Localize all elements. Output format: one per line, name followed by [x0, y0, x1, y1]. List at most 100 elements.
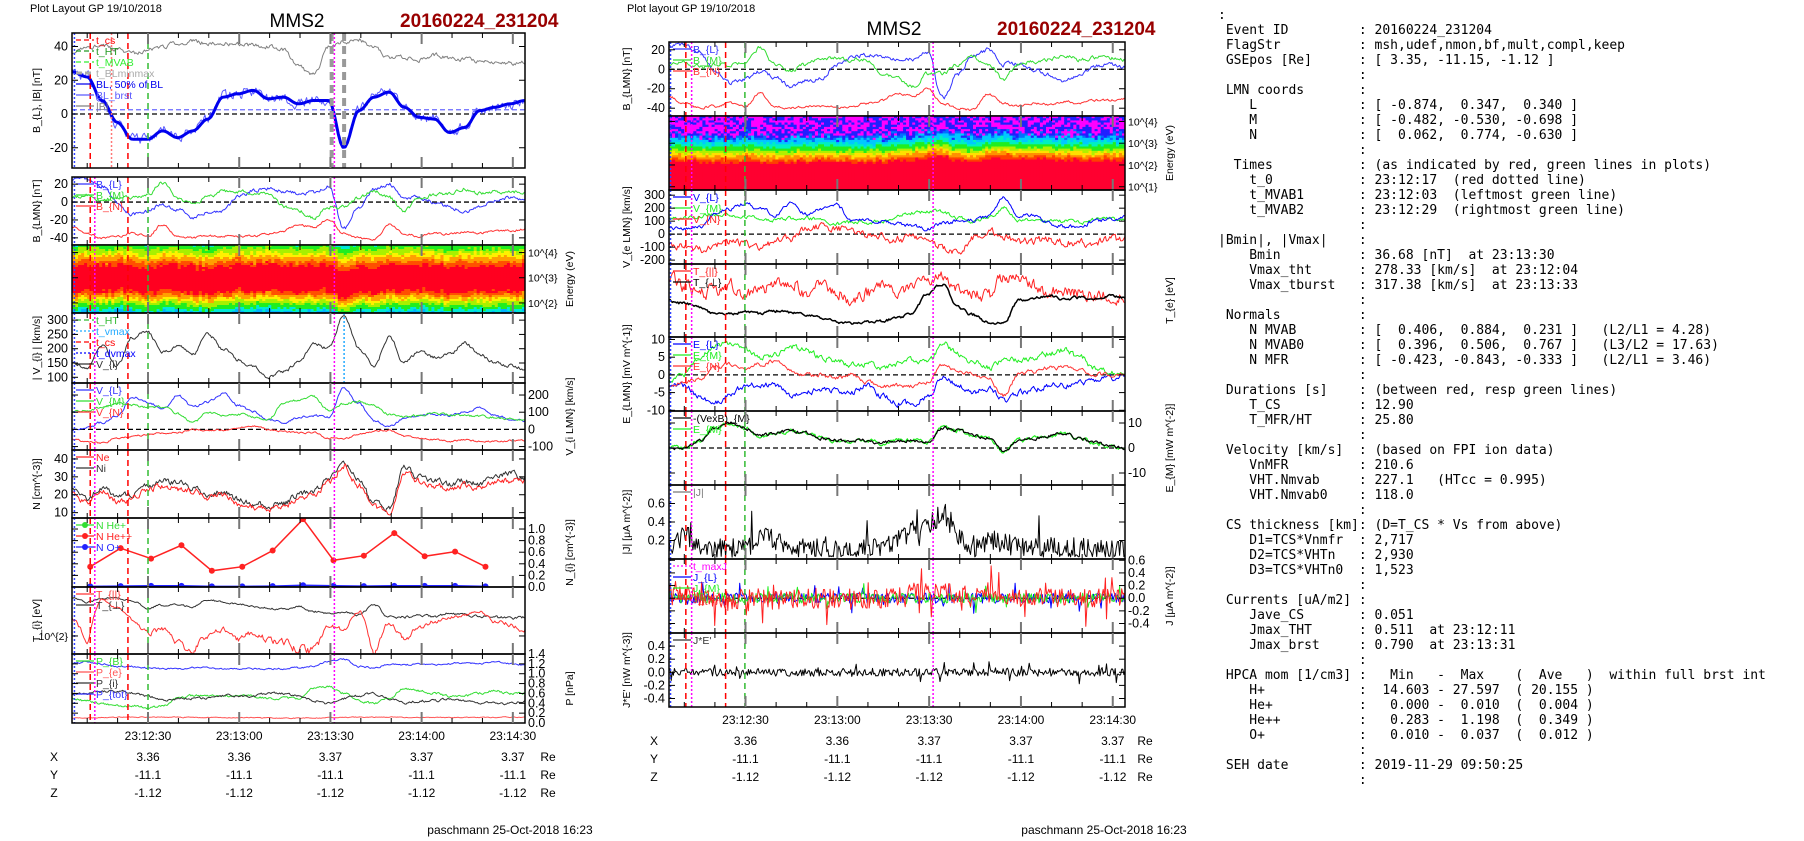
spectrogram-cell — [301, 295, 306, 298]
spectrogram-cell — [437, 253, 441, 256]
spectrogram-cell — [84, 255, 88, 258]
spectrogram-cell — [213, 291, 218, 294]
spectrogram-cell — [419, 263, 423, 266]
spectrogram-cell — [123, 309, 127, 312]
spectrogram-cell — [226, 287, 230, 290]
spectrogram-cell — [289, 309, 293, 312]
spectrogram-cell — [210, 247, 215, 250]
spectrogram-cell — [476, 259, 481, 262]
spectrogram-cell — [491, 297, 496, 300]
spectrogram-cell — [334, 263, 339, 266]
spectrogram-cell — [156, 251, 161, 254]
spectrogram-cell — [313, 293, 318, 296]
spectrogram-cell — [446, 253, 451, 256]
spectrogram-cell — [289, 307, 293, 310]
spectrogram-cell — [189, 293, 194, 296]
spectrogram-cell — [114, 279, 118, 282]
spectrogram-cell — [497, 283, 502, 286]
spectrogram-cell — [171, 287, 176, 290]
spectrogram-cell — [268, 301, 272, 304]
spectrogram-cell — [500, 269, 505, 272]
spectrogram-cell — [165, 273, 170, 276]
spectrogram-cell — [425, 309, 429, 312]
spectrogram-cell — [380, 261, 384, 264]
spectrogram-cell — [292, 311, 297, 313]
spectrogram-cell — [464, 277, 469, 280]
spectrogram-cell — [286, 273, 290, 276]
spectrogram-cell — [476, 307, 481, 310]
spectrogram-cell — [449, 287, 454, 290]
spectrogram-cell — [177, 291, 182, 294]
spectrogram-cell — [470, 305, 475, 308]
spectrogram-cell — [72, 271, 76, 274]
spectrogram-cell — [84, 291, 88, 294]
spectrogram-cell — [349, 279, 354, 282]
spectrogram-cell — [117, 311, 121, 313]
spectrogram-cell — [162, 293, 167, 296]
spectrogram-cell — [192, 305, 197, 308]
spectrogram-cell — [467, 267, 472, 270]
spectrogram-cell — [361, 311, 366, 313]
spectrogram-cell — [497, 307, 502, 310]
spectrogram-cell — [431, 301, 435, 304]
spectrogram-cell — [395, 265, 399, 268]
spectrogram-cell — [283, 279, 287, 282]
spectrogram-cell — [156, 295, 161, 298]
spectrogram-cell — [198, 245, 203, 248]
spectrogram-cell — [395, 311, 399, 313]
spectrogram-cell — [108, 289, 112, 292]
spectrogram-cell — [277, 291, 281, 294]
spectrogram-cell — [404, 247, 408, 250]
spectrogram-cell — [422, 311, 426, 313]
spectrogram-cell — [361, 275, 366, 278]
spectrogram-cell — [337, 305, 342, 308]
spectrogram-cell — [307, 293, 312, 296]
spectrogram-cell — [364, 247, 369, 250]
spectrogram-cell — [371, 309, 375, 312]
spectrogram-cell — [274, 279, 278, 282]
spectrogram-cell — [401, 309, 405, 312]
spectrogram-cell — [497, 311, 502, 313]
spectrogram-cell — [410, 275, 414, 278]
spectrogram-cell — [201, 247, 206, 250]
spectrogram-cell — [304, 285, 309, 288]
spectrogram-cell — [141, 293, 146, 296]
spectrogram-cell — [259, 265, 263, 268]
spectrogram-cell — [117, 271, 121, 274]
spectrogram-cell — [443, 299, 448, 302]
spectrogram-cell — [482, 299, 487, 302]
spectrogram-cell — [383, 293, 387, 296]
spectrogram-cell — [431, 249, 435, 252]
spectrogram-cell — [250, 275, 254, 278]
spectrogram-cell — [235, 271, 239, 274]
spectrogram-cell — [467, 263, 472, 266]
spectrogram-cell — [310, 267, 315, 270]
spectrogram-cell — [217, 281, 221, 284]
spectrogram-cell — [165, 311, 170, 313]
spectrogram-cell — [316, 269, 321, 272]
spectrogram-cell — [247, 305, 251, 308]
spectrogram-cell — [201, 267, 206, 270]
spectrogram-cell — [364, 251, 369, 254]
spectrogram-cell — [253, 279, 257, 282]
legend-entry: t_HT — [76, 46, 119, 58]
spectrogram-cell — [204, 293, 209, 296]
spectrogram-cell — [404, 259, 408, 262]
spectrogram-cell — [156, 311, 161, 313]
spectrogram-cell — [241, 261, 245, 264]
spectrogram-cell — [346, 255, 351, 258]
spectrogram-cell — [253, 289, 257, 292]
spectrogram-cell — [392, 285, 396, 288]
spectrogram-cell — [78, 281, 82, 284]
spectrogram-cell — [292, 299, 297, 302]
spectrogram-cell — [250, 287, 254, 290]
spectrogram-cell — [485, 293, 490, 296]
spectrogram-cell — [171, 305, 176, 308]
spectrogram-cell — [380, 295, 384, 298]
spectrogram-cell — [168, 249, 173, 252]
spectrogram-cell — [407, 277, 411, 280]
spectrogram-cell — [491, 267, 496, 270]
spectrogram-cell — [195, 271, 200, 274]
spectrogram-cell — [195, 281, 200, 284]
spectrogram-cell — [271, 287, 275, 290]
